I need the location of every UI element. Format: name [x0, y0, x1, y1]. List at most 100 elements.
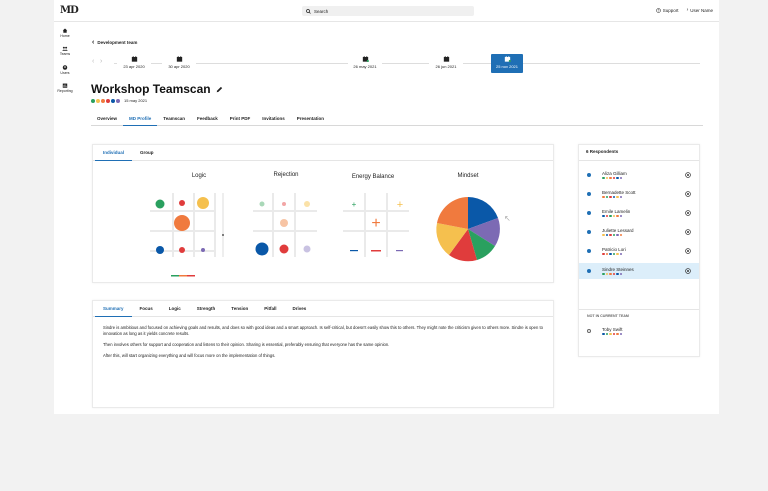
tab-pitfall[interactable]: Pitfall — [264, 306, 277, 311]
tab-md-profile[interactable]: MD Profile — [123, 114, 158, 126]
user-menu[interactable]: › User Name — [687, 7, 713, 13]
calendar-check-icon — [362, 56, 369, 62]
respondent-radio[interactable] — [587, 249, 591, 253]
logic-dot — [201, 248, 205, 252]
logic-title: Logic — [191, 173, 207, 179]
rejection-title: Rejection — [273, 172, 299, 178]
mindset-title: Mindset — [457, 173, 479, 179]
logic-dot — [155, 199, 165, 209]
report-icon — [62, 83, 68, 88]
timeline-item-active[interactable]: 25 nov 2021 — [491, 54, 523, 73]
home-icon — [62, 28, 68, 33]
group-icon[interactable] — [685, 172, 691, 178]
tab-drives[interactable]: Drives — [292, 306, 307, 311]
respondents-header: 6 Respondents — [579, 145, 699, 161]
logo[interactable]: MD — [60, 5, 79, 16]
logic-dot — [197, 197, 209, 209]
respondent-item[interactable]: Bernadette Scott — [579, 186, 699, 202]
not-in-team-label: NOT IN CURRENT TEAM — [587, 314, 629, 318]
respondent-item[interactable]: Toby Swift — [579, 323, 699, 339]
tab-logic[interactable]: Logic — [168, 306, 181, 311]
sidebar-item-users[interactable]: Users — [54, 65, 76, 75]
respondent-item[interactable]: Emile Lamelin — [579, 205, 699, 221]
tab-focus[interactable]: Focus — [139, 306, 153, 311]
tab-group[interactable]: Group — [140, 150, 154, 155]
rejection-dot — [279, 244, 289, 254]
back-link[interactable]: ‹ Development team — [92, 39, 137, 46]
page-date: 15 may 2021 — [124, 98, 148, 103]
divider — [579, 309, 699, 310]
profile-charts: + + + ↖ — [150, 193, 511, 277]
logic-dot — [179, 247, 185, 253]
summary-paragraph: After this, will start organizing everyt… — [103, 353, 276, 358]
pie-slice — [468, 197, 498, 229]
group-icon[interactable] — [685, 248, 691, 254]
respondent-item[interactable]: Aliza Gilliam — [579, 167, 699, 183]
tab-summary[interactable]: Summary — [95, 301, 132, 317]
tab-individual[interactable]: Individual — [95, 145, 133, 161]
summary-paragraph: Then involves others for support and coo… — [103, 342, 390, 347]
profile-color-dots — [91, 98, 120, 103]
sidebar-item-home[interactable]: Home — [54, 28, 76, 38]
energy-mark: + — [371, 215, 380, 232]
team-icon — [62, 46, 68, 51]
page-title: Workshop Teamscan — [91, 82, 211, 96]
sidebar-item-reporting[interactable]: Reporting — [54, 83, 76, 93]
chevron-right-icon: › — [686, 7, 689, 13]
tab-presentation[interactable]: Presentation — [296, 116, 325, 121]
pie-slice — [437, 197, 468, 229]
search-input[interactable]: Search — [302, 6, 474, 16]
respondent-radio[interactable] — [587, 269, 591, 273]
pie-slice — [449, 229, 477, 262]
user-name: User Name — [690, 7, 713, 13]
tab-teamscan[interactable]: Teamscan — [163, 116, 185, 121]
respondent-radio[interactable] — [587, 192, 591, 196]
group-icon[interactable] — [685, 229, 691, 235]
rejection-dot — [259, 201, 265, 207]
respondent-radio[interactable] — [587, 211, 591, 215]
support-label: Support — [662, 7, 679, 13]
energy-mark: + — [397, 199, 403, 211]
energy-mark — [371, 250, 381, 252]
timeline-next-button[interactable]: › — [100, 58, 103, 65]
calendar-icon — [443, 56, 449, 62]
pie-slice — [468, 218, 500, 246]
rejection-dot — [303, 245, 311, 253]
chevron-left-icon: ‹ — [92, 39, 95, 46]
respondent-radio[interactable] — [587, 230, 591, 234]
pie-slice — [436, 223, 468, 255]
main-tabs: Overview MD Profile Teamscan Feedback Pr… — [91, 114, 703, 126]
tab-invitations[interactable]: Invitations — [262, 116, 285, 121]
search-icon — [306, 8, 311, 14]
respondents-panel: 6 Respondents Aliza Gilliam Bernadette S… — [578, 144, 700, 357]
timeline-item[interactable]: 26 jun 2021 — [429, 54, 463, 73]
tab-tension[interactable]: Tension — [231, 306, 249, 311]
tab-print-pdf[interactable]: Print PDF — [229, 116, 251, 121]
mindset-pie-chart — [436, 197, 500, 262]
energy-mark: + — [352, 200, 357, 209]
rejection-dot — [282, 202, 286, 206]
respondent-item[interactable]: Juliette Lessard — [579, 224, 699, 240]
tab-feedback[interactable]: Feedback — [196, 116, 218, 121]
group-icon[interactable] — [685, 191, 691, 197]
help-icon — [656, 7, 661, 13]
tab-overview[interactable]: Overview — [97, 116, 118, 121]
respondent-radio[interactable] — [587, 329, 591, 333]
edit-icon[interactable] — [216, 86, 223, 93]
group-icon[interactable] — [685, 210, 691, 216]
timeline-item[interactable]: 23 apr 2020 — [117, 54, 151, 73]
support-link[interactable]: Support — [656, 8, 679, 13]
sidebar-item-teams[interactable]: Teams — [54, 46, 76, 56]
calendar-icon — [131, 56, 137, 62]
respondent-radio[interactable] — [587, 173, 591, 177]
timeline-line — [114, 63, 700, 64]
respondent-item-selected[interactable]: Sindre Steinnes — [579, 263, 699, 279]
timeline-item[interactable]: 26 may 2021 — [348, 54, 382, 73]
top-bar: MD Search Support › User Name — [54, 0, 719, 22]
tab-strength[interactable]: Strength — [196, 306, 216, 311]
respondent-item[interactable]: Patricio Lori — [579, 243, 699, 259]
timeline-item[interactable]: 30 apr 2020 — [162, 54, 196, 73]
timeline-prev-button[interactable]: ‹ — [92, 58, 95, 65]
energy-mark — [396, 250, 403, 252]
group-icon[interactable] — [685, 268, 691, 274]
